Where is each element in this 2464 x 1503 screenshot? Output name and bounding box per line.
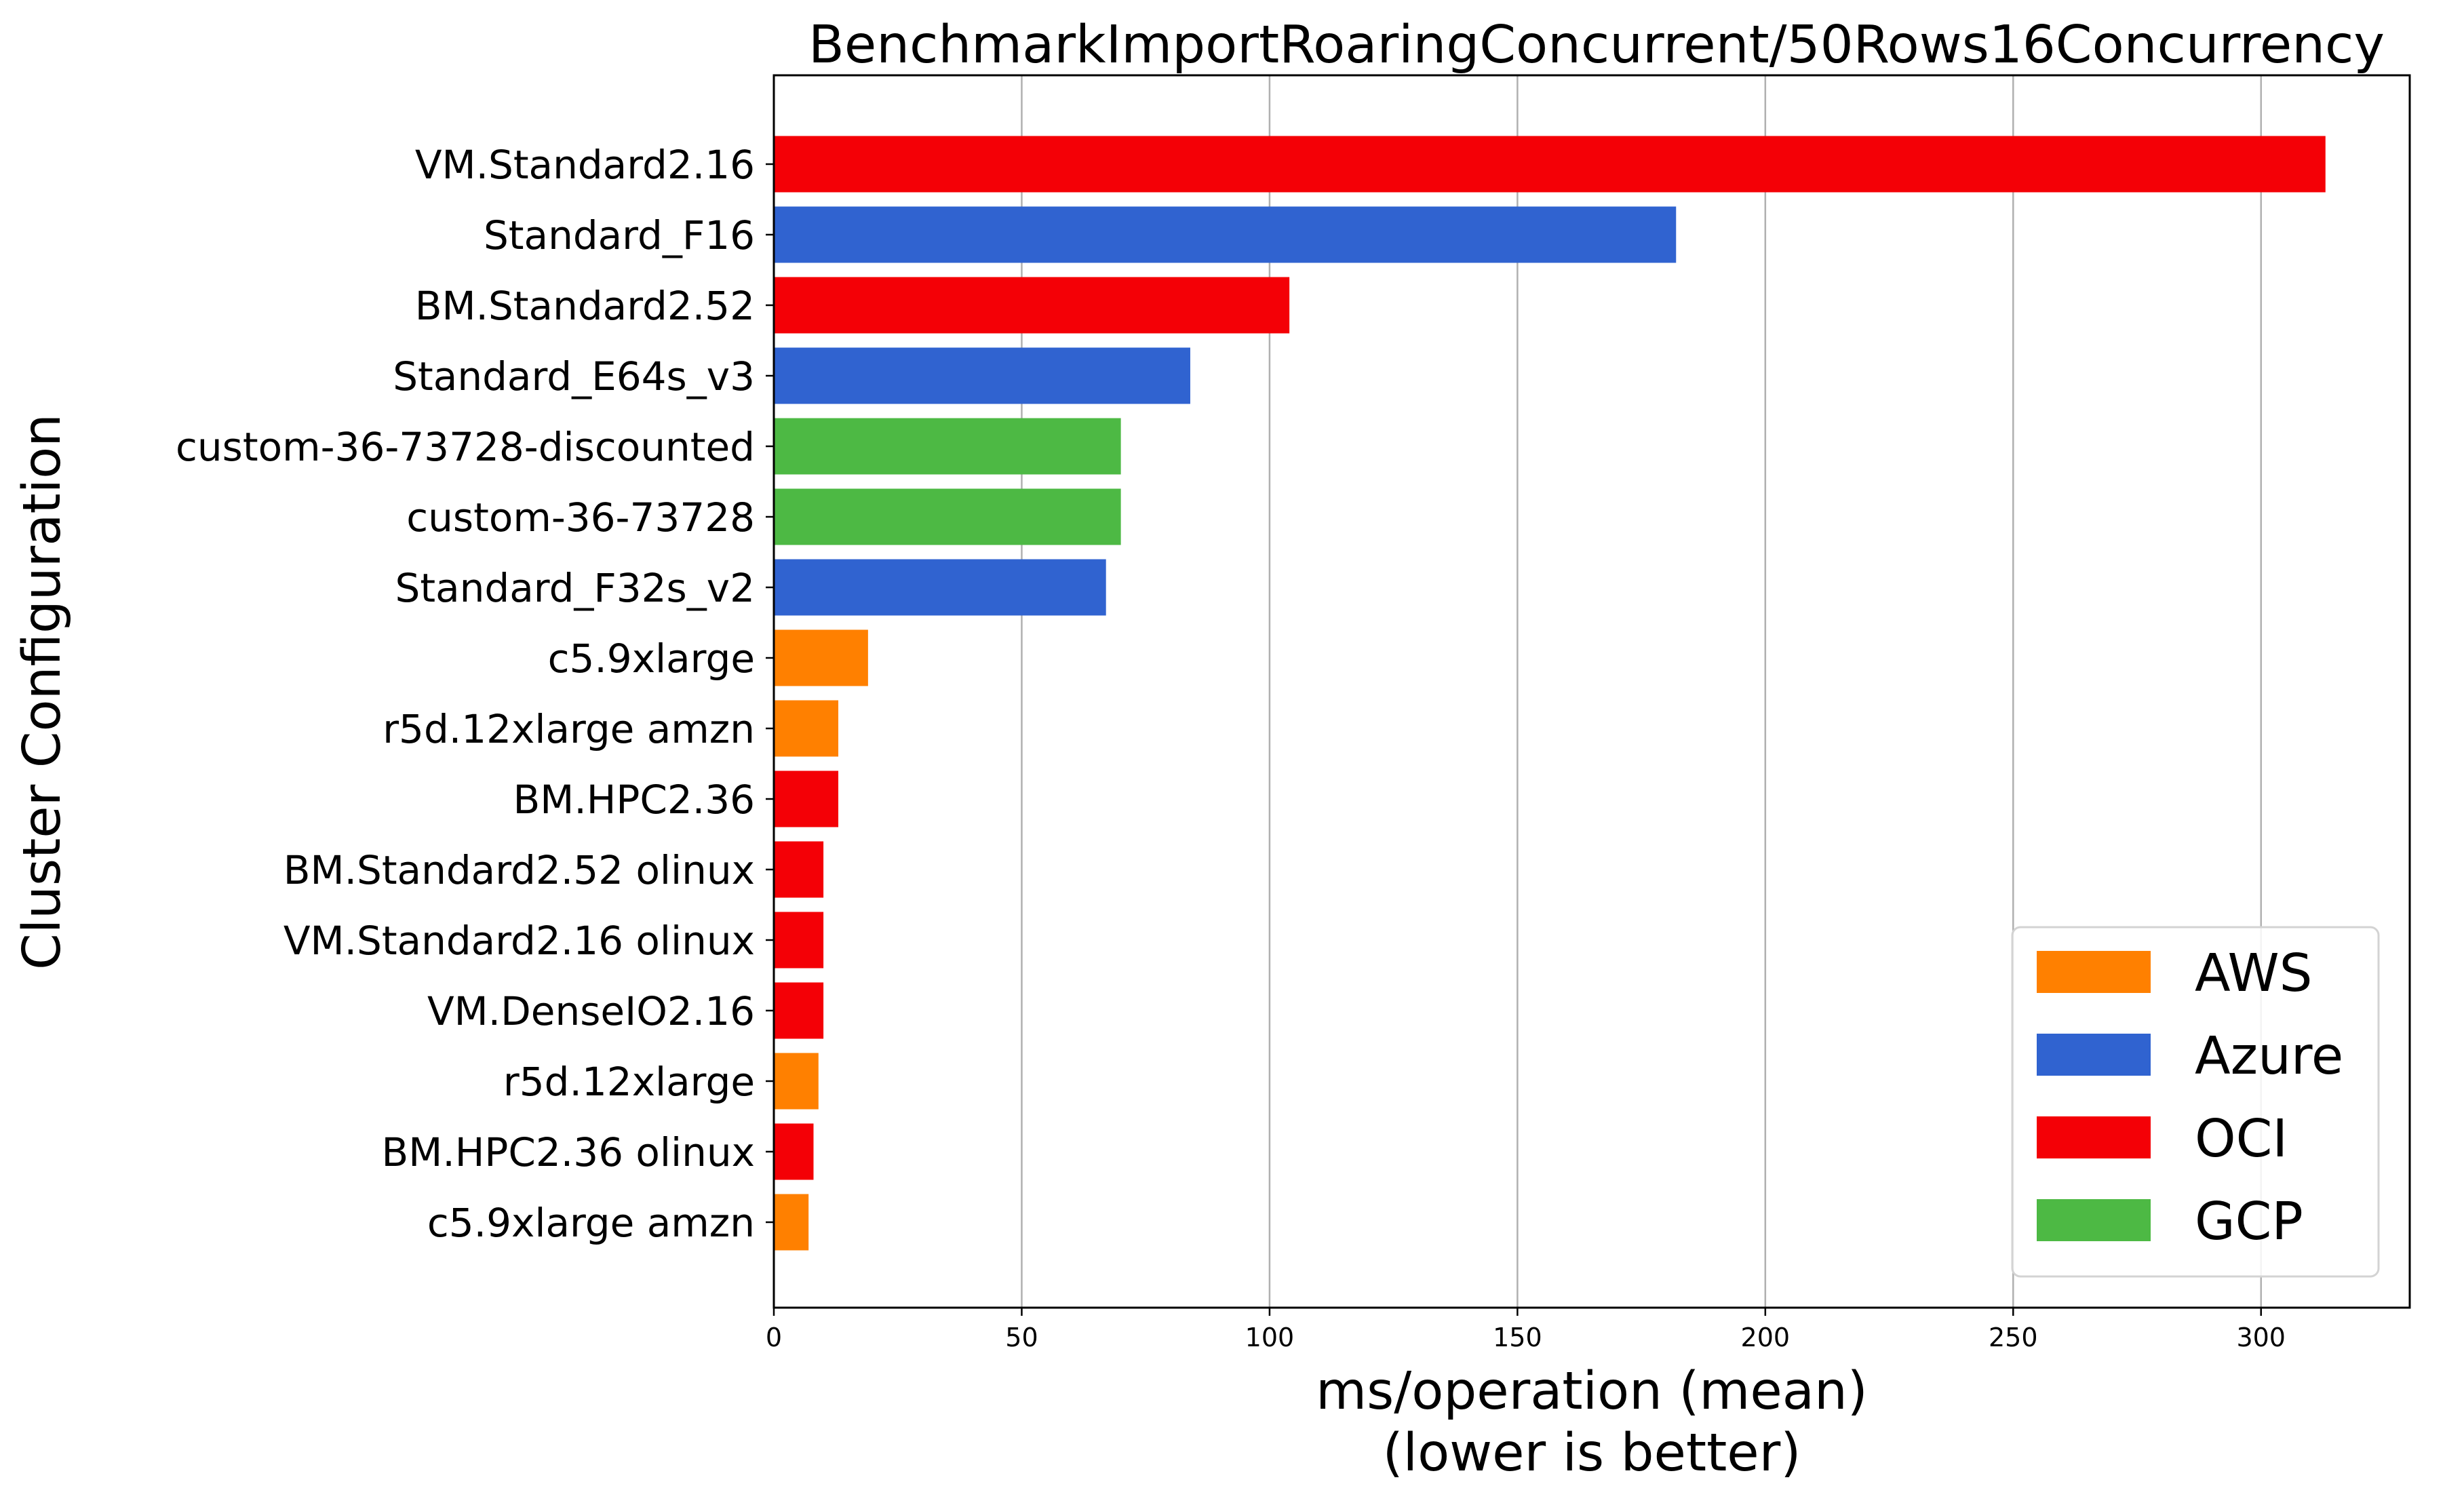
bar-0 <box>774 136 2326 193</box>
x-axis-label-line-1: ms/operation (mean) <box>1316 1361 1868 1422</box>
chart-title: BenchmarkImportRoaringConcurrent/50Rows1… <box>808 15 2385 75</box>
category-label-1: Standard_F16 <box>484 212 755 258</box>
category-label-6: Standard_F32s_v2 <box>395 565 755 611</box>
bar-8 <box>774 700 839 757</box>
category-label-10: BM.Standard2.52 olinux <box>283 847 755 893</box>
x-tick-label-5: 250 <box>1989 1323 2038 1352</box>
legend-label-gcp: GCP <box>2195 1192 2303 1252</box>
bar-9 <box>774 770 839 827</box>
bar-7 <box>774 629 868 686</box>
bars <box>774 136 2326 1251</box>
legend-label-aws: AWS <box>2195 943 2312 1004</box>
bar-12 <box>774 982 824 1039</box>
bar-2 <box>774 277 1290 334</box>
bar-14 <box>774 1123 814 1180</box>
x-tick-label-1: 50 <box>1005 1323 1038 1352</box>
category-label-13: r5d.12xlarge <box>503 1059 755 1105</box>
legend-label-azure: Azure <box>2195 1026 2343 1087</box>
category-label-14: BM.HPC2.36 olinux <box>382 1129 756 1175</box>
x-tick-label-3: 150 <box>1493 1323 1542 1352</box>
plot-frame <box>773 74 2411 1309</box>
x-tick-label-2: 100 <box>1245 1323 1295 1352</box>
bar-15 <box>774 1194 809 1251</box>
bar-13 <box>774 1053 819 1110</box>
legend-label-oci: OCI <box>2195 1109 2288 1169</box>
legend-swatch-gcp <box>2037 1199 2151 1241</box>
y-axis-label: Cluster Configuration <box>12 414 73 970</box>
legend-swatch-aws <box>2037 951 2151 993</box>
legend-swatch-oci <box>2037 1116 2151 1158</box>
bar-6 <box>774 559 1106 616</box>
legend: AWS Azure OCI GCP <box>2011 926 2380 1278</box>
category-label-3: Standard_E64s_v3 <box>393 353 755 399</box>
legend-swatch-azure <box>2037 1034 2151 1076</box>
x-tick-label-4: 200 <box>1741 1323 1791 1352</box>
category-label-0: VM.Standard2.16 <box>415 142 755 188</box>
x-axis-ticks: 0 50 100 150 200 250 300 <box>766 1308 2286 1352</box>
category-label-5: custom-36-73728 <box>406 494 755 541</box>
category-label-12: VM.DenseIO2.16 <box>427 988 755 1034</box>
bar-10 <box>774 841 824 898</box>
category-label-2: BM.Standard2.52 <box>415 283 755 329</box>
x-tick-label-0: 0 <box>766 1323 782 1352</box>
legend-frame <box>2011 926 2380 1278</box>
x-axis-label-line-2: (lower is better) <box>1383 1423 1801 1483</box>
category-labels: VM.Standard2.16 Standard_F16 BM.Standard2.… <box>176 142 774 1246</box>
bar-4 <box>774 418 1121 475</box>
bar-3 <box>774 347 1190 404</box>
x-tick-label-6: 300 <box>2236 1323 2286 1352</box>
bar-5 <box>774 488 1121 545</box>
category-label-15: c5.9xlarge amzn <box>427 1200 755 1246</box>
category-label-11: VM.Standard2.16 olinux <box>283 918 755 964</box>
category-label-7: c5.9xlarge <box>548 636 755 682</box>
bar-11 <box>774 912 824 969</box>
category-label-8: r5d.12xlarge amzn <box>383 706 755 752</box>
bar-1 <box>774 206 1677 263</box>
category-label-9: BM.HPC2.36 <box>513 777 756 823</box>
category-label-4: custom-36-73728-discounted <box>176 424 755 470</box>
